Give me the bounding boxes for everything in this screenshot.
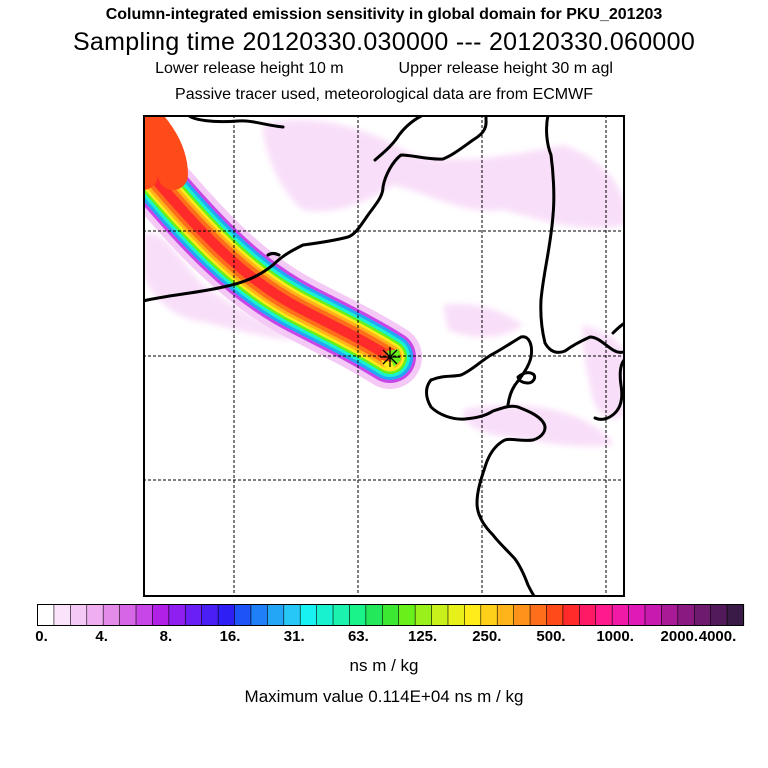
colorbar-unit-label: ns m / kg <box>349 656 419 675</box>
sampling-time: Sampling time 20120330.030000 --- 201203… <box>72 28 696 56</box>
colorbar-tick-label: 4000. <box>698 628 737 645</box>
release-heights: Lower release height 10 m Upper release … <box>0 60 768 78</box>
sensitivity-map <box>143 115 625 597</box>
colorbar-tick-label: 500. <box>536 628 566 645</box>
colorbar-cell <box>447 604 465 626</box>
colorbar-cell <box>217 604 236 626</box>
colorbar-cell <box>644 604 663 626</box>
colorbar-tick-label: 250. <box>472 628 502 645</box>
colorbar-tick-label: 1000. <box>596 628 634 645</box>
colorbar-tick-label: 125. <box>407 628 438 645</box>
colorbar-cell <box>480 604 498 626</box>
colorbar-cell <box>381 604 400 626</box>
colorbar-cell <box>349 604 367 626</box>
colorbar-cell <box>53 604 71 626</box>
lower-release-height: Lower release height 10 m <box>155 60 344 77</box>
colorbar-cell <box>184 604 203 626</box>
colorbar-cell <box>595 604 613 626</box>
colorbar-cell <box>726 604 745 626</box>
colorbar-cell <box>316 604 334 626</box>
colorbar-cell <box>464 604 482 626</box>
colorbar-cell <box>710 604 728 626</box>
colorbar-cell <box>579 604 597 626</box>
colorbar-tick-label: 16. <box>219 628 241 645</box>
coastlines <box>143 115 625 597</box>
colorbar-cell <box>611 604 630 626</box>
colorbar-cell <box>70 604 88 626</box>
colorbar-cell <box>250 604 268 626</box>
colorbar-cell <box>546 604 564 626</box>
map-frame <box>143 115 625 597</box>
colorbar-cell <box>299 604 318 626</box>
colorbar-tick-label: 0. <box>35 628 48 645</box>
colorbar-cell <box>414 604 433 626</box>
maximum-value-label: Maximum value 0.114E+04 ns m / kg <box>244 687 524 706</box>
colorbar-tick-label: 8. <box>159 628 173 645</box>
colorbar-cell <box>693 604 712 626</box>
colorbar-cell <box>152 604 170 626</box>
colorbar-cell <box>102 604 121 626</box>
release-site-marker <box>380 347 400 367</box>
lat-lon-grid <box>143 115 625 597</box>
colorbar-cell <box>513 604 531 626</box>
colorbar-cell <box>398 604 416 626</box>
colorbar-cell <box>234 604 252 626</box>
colorbar-tick-label: 4. <box>95 628 108 645</box>
colorbar-cell <box>267 604 285 626</box>
colorbar-cell <box>677 604 695 626</box>
colorbar-cell <box>529 604 548 626</box>
colorbar-frame <box>37 604 744 626</box>
colorbar-tick-labels: 0. 4. 8. 16. 31. 63. 125. 250. 500. 1000. 2000. 400… <box>0 628 768 650</box>
colorbar-cell <box>628 604 646 626</box>
plume <box>143 115 422 389</box>
colorbar-cell <box>496 604 515 626</box>
colorbar-cell <box>86 604 104 626</box>
colorbar-cell <box>562 604 580 626</box>
colorbar-tick-label: 31. <box>283 628 305 645</box>
colorbar-cell <box>332 604 351 626</box>
colorbar-cell <box>168 604 186 626</box>
chart-title: Column-integrated emission sensitivity i… <box>105 6 663 23</box>
colorbar-cell <box>201 604 219 626</box>
colorbar-cell <box>365 604 383 626</box>
colorbar-cell <box>37 604 55 626</box>
low-sensitivity-haze <box>143 119 625 447</box>
tracer-info: Passive tracer used, meteorological data… <box>175 86 593 103</box>
colorbar-cell <box>119 604 137 626</box>
colorbar-tick-label: 2000. <box>660 628 699 645</box>
colorbar-cell <box>283 604 301 626</box>
colorbar-cell <box>661 604 679 626</box>
colorbar-tick-label: 63. <box>347 628 369 645</box>
colorbar-cell <box>135 604 154 626</box>
colorbar-cell <box>431 604 449 626</box>
upper-release-height: Upper release height 30 m agl <box>398 60 613 77</box>
colorbar <box>37 604 745 626</box>
